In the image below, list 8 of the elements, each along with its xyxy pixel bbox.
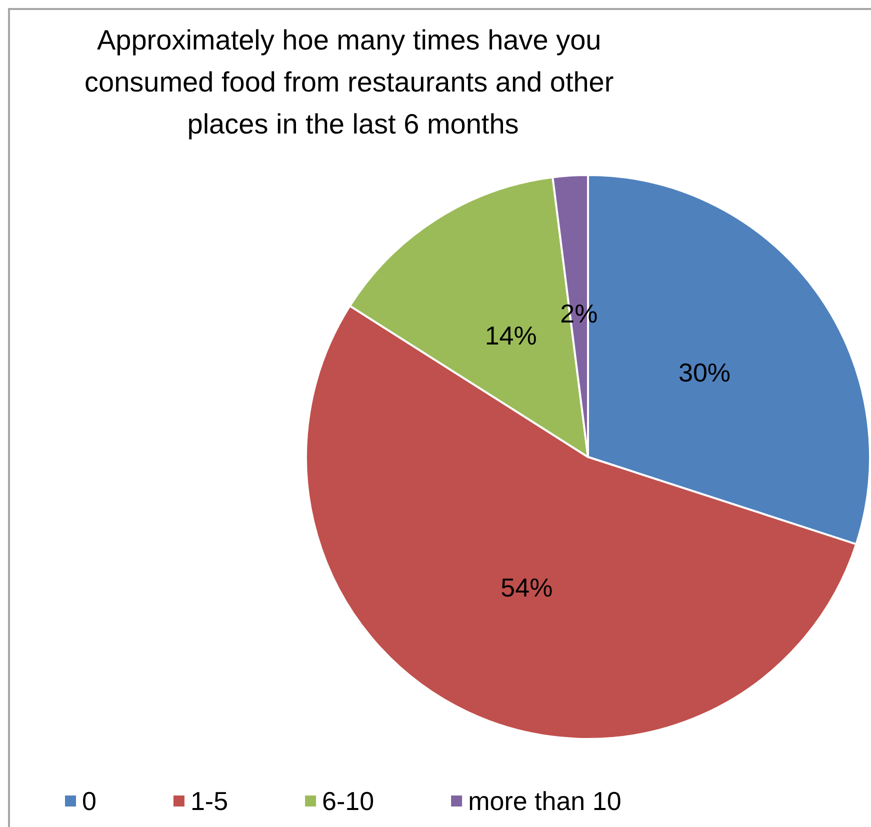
data-label: 30% — [678, 357, 731, 388]
legend-label: 0 — [82, 786, 96, 816]
legend-label: 6-10 — [322, 786, 374, 816]
data-label: 14% — [484, 320, 537, 350]
legend-label: more than 10 — [468, 786, 622, 816]
legend-label: 1-5 — [190, 786, 228, 816]
data-label: 54% — [500, 572, 553, 602]
chart-title: Approximately hoe many times have you consumed food from restaurants and other places in the last 6 months — [84, 24, 622, 140]
